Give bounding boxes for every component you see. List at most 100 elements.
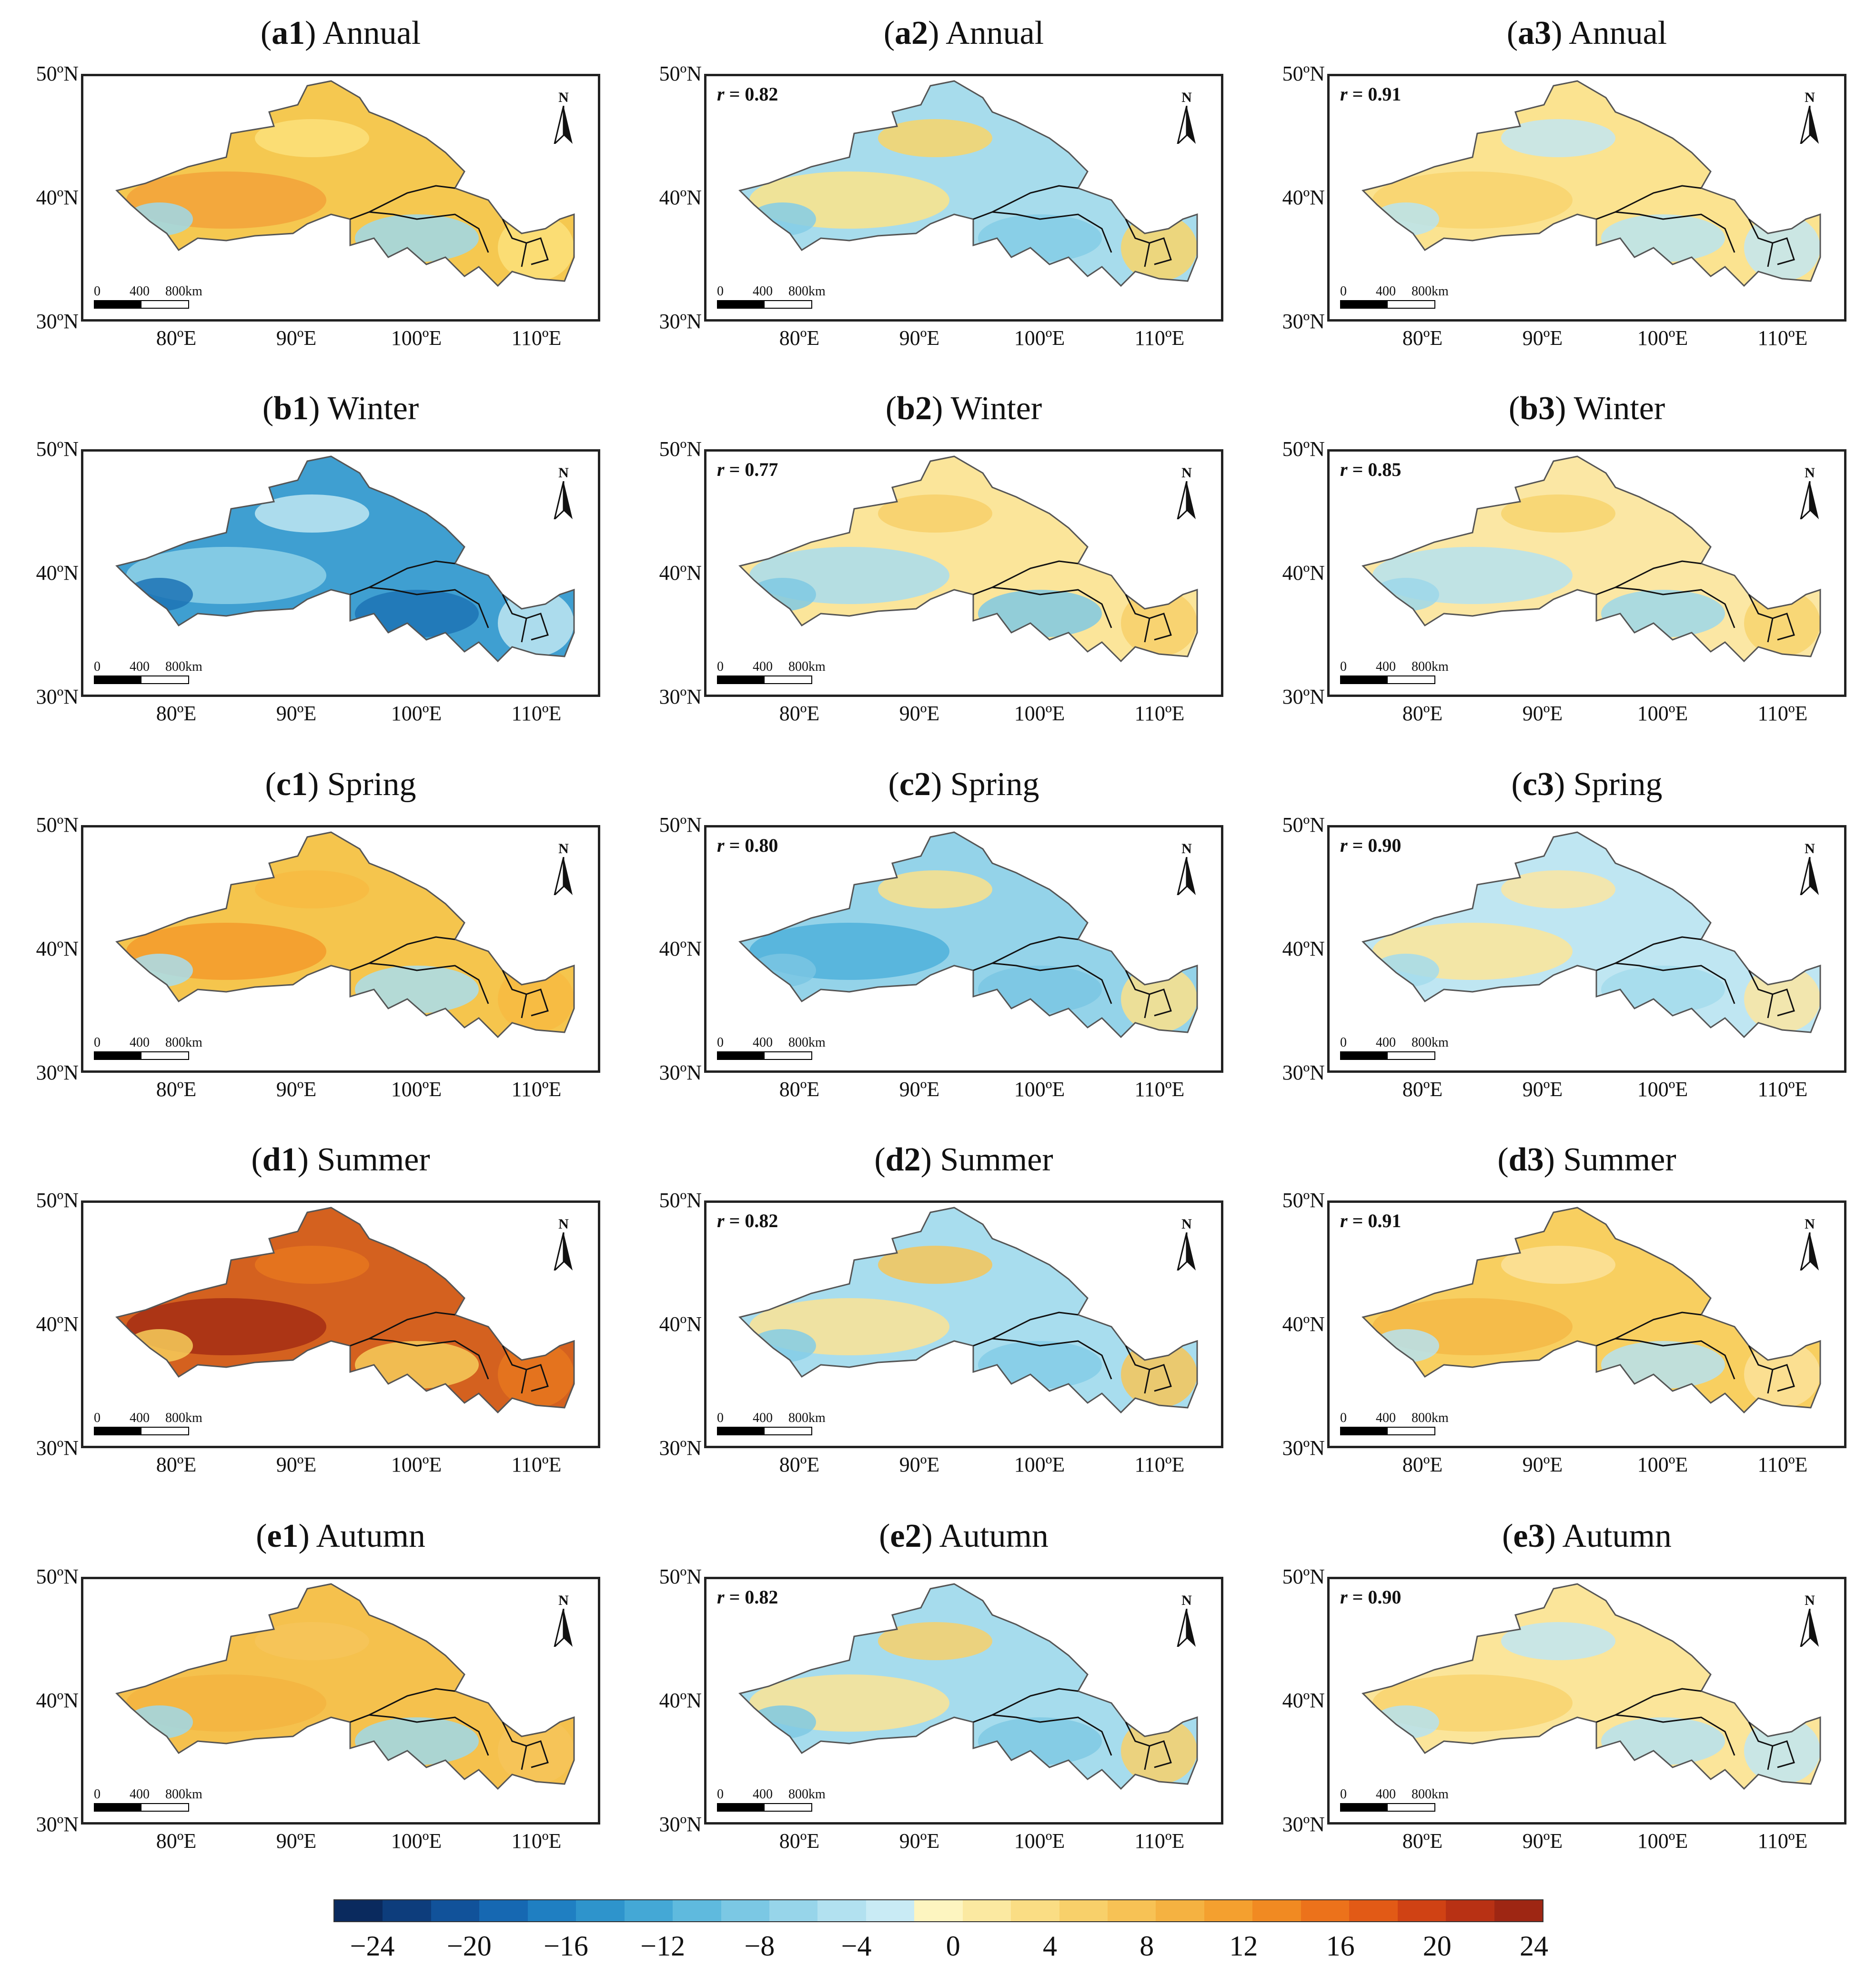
x-axis-label: 100ºE <box>1637 702 1688 725</box>
y-axis-label: 40ºN <box>1282 561 1325 585</box>
x-axis-label: 90ºE <box>899 1078 940 1101</box>
map-panel-d3: r = 0.91 N 0 400 800km <box>1327 1200 1846 1448</box>
map-anomaly-region <box>355 1717 479 1765</box>
y-axis-label: 40ºN <box>36 186 79 209</box>
map-panel-c2: r = 0.80 N 0 400 800km <box>704 825 1223 1073</box>
region-boundary <box>738 831 1198 1038</box>
region-boundary <box>115 1583 575 1790</box>
x-axis-label: 80ºE <box>1402 1829 1443 1853</box>
y-axis-label: 30ºN <box>36 1061 79 1084</box>
map-anomaly-region <box>1372 1329 1439 1362</box>
north-arrow-icon: N <box>1172 465 1201 522</box>
x-axis-label: 80ºE <box>1402 1078 1443 1101</box>
colorbar-swatch <box>769 1900 818 1921</box>
map-anomaly-region <box>978 214 1102 262</box>
map-anomaly-region <box>1744 214 1820 281</box>
map-anomaly-region <box>498 966 574 1032</box>
map-anomaly-region <box>878 1246 992 1284</box>
x-axis-label: 90ºE <box>276 702 317 725</box>
province-boundary <box>973 1688 1172 1770</box>
x-axis-label: 100ºE <box>1637 326 1688 350</box>
x-axis-label: 90ºE <box>276 326 317 350</box>
province-boundary <box>350 185 549 267</box>
scale-bar: 0 400 800km <box>94 284 202 309</box>
north-arrow-icon: N <box>1172 90 1201 146</box>
panel-title: (e3) Autumn <box>1502 1518 1672 1554</box>
map-anomaly-region <box>1601 1717 1725 1765</box>
map-anomaly-region <box>1372 578 1439 611</box>
map-panel-a3: r = 0.91 N 0 400 800km <box>1327 74 1846 322</box>
correlation-label: r = 0.90 <box>1340 835 1402 856</box>
x-axis-label: 80ºE <box>156 1829 197 1853</box>
region-boundary <box>1362 831 1821 1038</box>
x-axis-label: 110ºE <box>1134 702 1185 725</box>
map-anomaly-region <box>749 578 816 611</box>
map-anomaly-region <box>878 119 992 157</box>
province-boundary <box>973 560 1172 643</box>
region-boundary <box>738 80 1198 287</box>
province-boundary <box>973 185 1172 267</box>
correlation-label: r = 0.90 <box>1340 1586 1402 1608</box>
region-map <box>738 1207 1198 1414</box>
x-axis-label: 110ºE <box>1757 1453 1808 1476</box>
colorbar-swatch <box>1011 1900 1059 1921</box>
map-anomaly-region <box>1744 590 1820 656</box>
scale-bar: 0 400 800km <box>717 1035 826 1060</box>
map-anomaly-region <box>255 494 369 533</box>
colorbar-swatch <box>721 1900 769 1921</box>
x-axis-label: 80ºE <box>1402 326 1443 350</box>
map-panel-c3: r = 0.90 N 0 400 800km <box>1327 825 1846 1073</box>
map-anomaly-region <box>1121 1717 1197 1784</box>
map-anomaly-region <box>1744 1341 1820 1408</box>
panel-title: (d1) Summer <box>251 1141 430 1178</box>
map-panel-d2: r = 0.82 N 0 400 800km <box>704 1200 1223 1448</box>
region-boundary <box>1362 455 1821 663</box>
map-panel-a2: r = 0.82 N 0 400 800km <box>704 74 1223 322</box>
colorbar-swatch <box>1446 1900 1494 1921</box>
map-anomaly-region <box>749 1705 816 1739</box>
x-axis-label: 100ºE <box>391 1453 442 1476</box>
map-anomaly-region <box>355 1341 479 1389</box>
region-map <box>115 831 575 1038</box>
panel-title: (d2) Summer <box>874 1141 1053 1178</box>
colorbar-swatch <box>479 1900 528 1921</box>
y-axis-label: 40ºN <box>36 1312 79 1336</box>
region-map <box>1362 1583 1821 1790</box>
x-axis-label: 80ºE <box>779 1453 820 1476</box>
region-map <box>115 1583 575 1790</box>
y-axis-label: 50ºN <box>659 62 702 85</box>
y-axis-label: 40ºN <box>1282 937 1325 960</box>
colorbar-tick-label: −20 <box>446 1930 492 1962</box>
scale-bar: 0 400 800km <box>1340 659 1449 684</box>
colorbar-tick-label: −24 <box>350 1930 395 1962</box>
panel-title: (d3) Summer <box>1497 1141 1676 1178</box>
x-axis-label: 110ºE <box>1757 702 1808 725</box>
map-anomaly-region <box>1601 214 1725 262</box>
y-axis-label: 40ºN <box>1282 1689 1325 1712</box>
x-axis-label: 80ºE <box>1402 702 1443 725</box>
north-arrow-icon: N <box>1795 841 1824 897</box>
map-panel-e2: r = 0.82 N 0 400 800km <box>704 1577 1223 1825</box>
y-axis-label: 40ºN <box>659 1689 702 1712</box>
map-anomaly-region <box>1744 1717 1820 1784</box>
map-anomaly-region <box>126 1705 193 1739</box>
x-axis-label: 80ºE <box>779 1829 820 1853</box>
map-anomaly-region <box>255 119 369 157</box>
map-anomaly-region <box>749 1329 816 1362</box>
correlation-label: r = 0.82 <box>717 83 778 105</box>
x-axis-label: 110ºE <box>511 702 562 725</box>
map-anomaly-region <box>1501 1246 1615 1284</box>
x-axis-label: 90ºE <box>1522 702 1563 725</box>
map-anomaly-region <box>978 1717 1102 1765</box>
y-axis-label: 30ºN <box>1282 1436 1325 1460</box>
x-axis-label: 100ºE <box>391 702 442 725</box>
colorbar-swatch <box>624 1900 673 1921</box>
scale-bar: 0 400 800km <box>717 284 826 309</box>
y-axis-label: 40ºN <box>36 1689 79 1712</box>
colorbar-swatch <box>1397 1900 1446 1921</box>
map-anomaly-region <box>1121 214 1197 281</box>
x-axis-label: 80ºE <box>779 326 820 350</box>
x-axis-label: 110ºE <box>1757 1078 1808 1101</box>
map-anomaly-region <box>1372 954 1439 987</box>
y-axis-label: 50ºN <box>36 62 79 85</box>
